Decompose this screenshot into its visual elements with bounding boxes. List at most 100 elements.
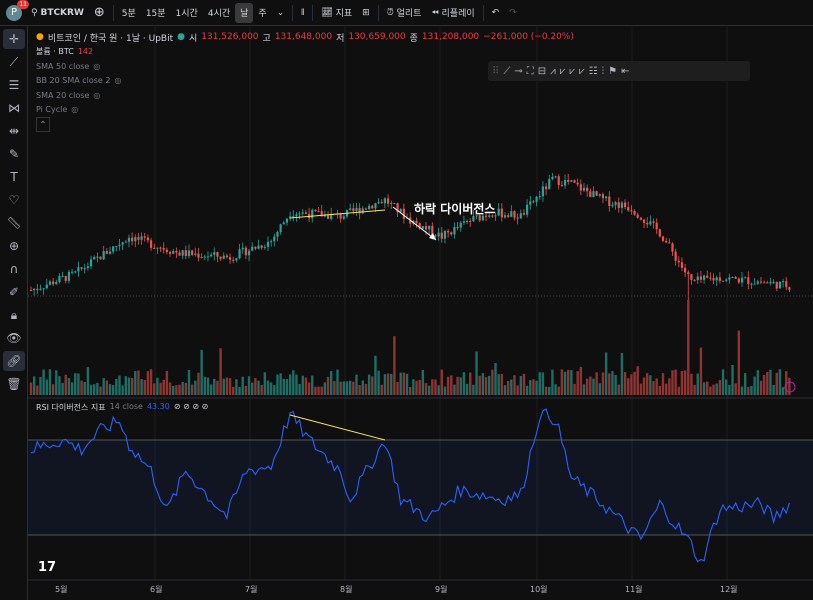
interval-week[interactable]: 주 — [258, 9, 267, 19]
candle-body — [355, 208, 358, 211]
rsi-legend: RSI 다이버전스 지표 14 close 43.30 ⊘ ⊘ ⊘ ⊘ — [36, 402, 209, 412]
chevron-down-icon[interactable]: ⌄ — [276, 7, 285, 18]
volume-bar — [194, 380, 197, 395]
candle-body — [181, 250, 184, 256]
indicators-button[interactable]: 📈︎ 지표 — [321, 7, 353, 20]
month-label: 10월 — [530, 585, 548, 594]
candle-body — [611, 204, 614, 206]
volume-bar — [617, 384, 620, 395]
volume-bar — [472, 384, 475, 395]
lock-icon[interactable]: 🔒︎ — [10, 307, 18, 322]
candle-body — [172, 250, 175, 254]
candle-body — [677, 260, 680, 263]
candle-body — [36, 288, 39, 290]
candle-body — [86, 266, 89, 269]
candle-body — [124, 241, 127, 243]
wave-icon[interactable]: ⩗ — [559, 65, 566, 77]
eye-hidden-icon[interactable]: ◎ — [93, 90, 101, 100]
trend-line-icon[interactable]: ⟋ — [9, 54, 19, 69]
candle-body — [712, 278, 715, 281]
candle-body — [513, 211, 516, 218]
crosshair-icon[interactable]: ✛ — [3, 29, 25, 49]
candle-body — [456, 226, 459, 228]
volume-bar — [415, 380, 418, 395]
candle-body — [418, 223, 421, 229]
collapse-legend-button[interactable]: ⌃ — [36, 117, 50, 132]
candle-body — [184, 250, 187, 257]
ruler-icon[interactable]: ⫶ — [601, 65, 605, 77]
replay-button[interactable]: ⏪︎ 리플레이 — [431, 7, 475, 20]
line-icon[interactable]: ⟋ — [503, 65, 511, 77]
undo-icon[interactable]: ↶ — [491, 7, 500, 18]
pattern-icon[interactable]: ⊟ — [537, 65, 547, 77]
eye-hidden-icon[interactable]: ◎ — [114, 76, 122, 86]
text-icon[interactable]: T — [10, 170, 18, 184]
hline-icon[interactable]: ⊸ — [514, 65, 523, 77]
interval-day[interactable]: 날 — [235, 2, 254, 23]
candle-body — [219, 256, 222, 259]
arrow-icon[interactable]: ⇤ — [621, 65, 630, 77]
candle-body — [374, 203, 377, 209]
interval-15m[interactable]: 15분 — [145, 9, 166, 19]
candle-body — [488, 215, 491, 217]
interval-5m[interactable]: 5분 — [121, 9, 136, 19]
brush-icon[interactable]: ✎ — [8, 147, 20, 161]
layouts-icon[interactable]: ⊞ — [362, 7, 370, 18]
zoom-icon[interactable]: ⊕ — [8, 239, 20, 253]
magnet-icon[interactable]: ∩ — [9, 262, 19, 276]
eye-hidden-icon[interactable]: ◎ — [93, 61, 101, 71]
candle-body — [548, 179, 551, 190]
volume-bar — [743, 373, 747, 395]
lock-drawing-icon[interactable]: ✐ — [8, 285, 20, 299]
volume-bar — [513, 375, 516, 395]
study-bb20[interactable]: BB 20 SMA close 2 ◎ — [36, 76, 122, 86]
candle-body — [462, 221, 466, 223]
study-pi-cycle[interactable]: Pi Cycle ◎ — [36, 105, 79, 115]
avatar[interactable]: P 11 — [6, 0, 29, 21]
candle-body — [45, 284, 48, 289]
redo-icon[interactable]: ↷ — [509, 7, 517, 18]
volume-bar — [172, 385, 175, 395]
wave3-icon[interactable]: ⩗ — [579, 65, 585, 77]
candle-body — [516, 217, 519, 219]
trash-icon[interactable]: 🗑︎ — [6, 377, 22, 391]
fib-icon[interactable]: ☰ — [8, 78, 20, 92]
prediction-icon[interactable]: ⇹ — [8, 124, 20, 138]
candle-body — [206, 256, 210, 258]
volume-bar — [706, 381, 709, 395]
candle-type-icon[interactable]: 𝍪 — [301, 7, 305, 18]
volume-bar — [48, 369, 52, 395]
interval-1h[interactable]: 1시간 — [175, 9, 198, 19]
interval-4h[interactable]: 4시간 — [207, 9, 231, 19]
link-icon[interactable]: 🔗︎ — [3, 351, 25, 371]
eye-hidden-icon[interactable]: ◎ — [71, 105, 79, 115]
candle-body — [320, 211, 323, 217]
fib-icon[interactable]: ☷ — [588, 65, 598, 77]
candle-body — [671, 243, 674, 252]
candle-body — [99, 256, 102, 260]
volume-bar — [731, 364, 734, 395]
heart-icon[interactable]: ♡ — [8, 193, 20, 207]
study-sma50[interactable]: SMA 50 close ◎ — [36, 61, 101, 71]
elliott-icon[interactable]: ⩘ — [550, 65, 556, 77]
volume-bar — [159, 382, 162, 395]
candle-body — [216, 252, 219, 257]
symbol-search[interactable]: ⚲ BTCKRW — [31, 7, 84, 18]
volume-bar — [93, 384, 96, 395]
study-sma20[interactable]: SMA 20 close ◎ — [36, 90, 101, 100]
drag-handle-icon[interactable]: ⠿ — [492, 65, 500, 77]
pattern-icon[interactable]: ⋈ — [8, 101, 20, 115]
flag-icon[interactable]: ⚑ — [608, 65, 618, 77]
volume-bar — [446, 376, 450, 395]
rectangle-icon[interactable]: ⛶ — [526, 65, 534, 77]
eye-icon[interactable]: 👁︎ — [6, 331, 22, 345]
volume-bar — [89, 384, 93, 395]
volume-bar — [538, 372, 541, 395]
compare-button[interactable]: ⊕ — [93, 5, 105, 20]
ruler-icon[interactable]: 📏︎ — [6, 216, 22, 230]
volume-bar — [118, 375, 121, 395]
candle-body — [368, 205, 371, 210]
wave2-icon[interactable]: ⩗ — [569, 65, 576, 77]
alert-button[interactable]: ⏰︎ 얼리트 — [386, 7, 422, 20]
